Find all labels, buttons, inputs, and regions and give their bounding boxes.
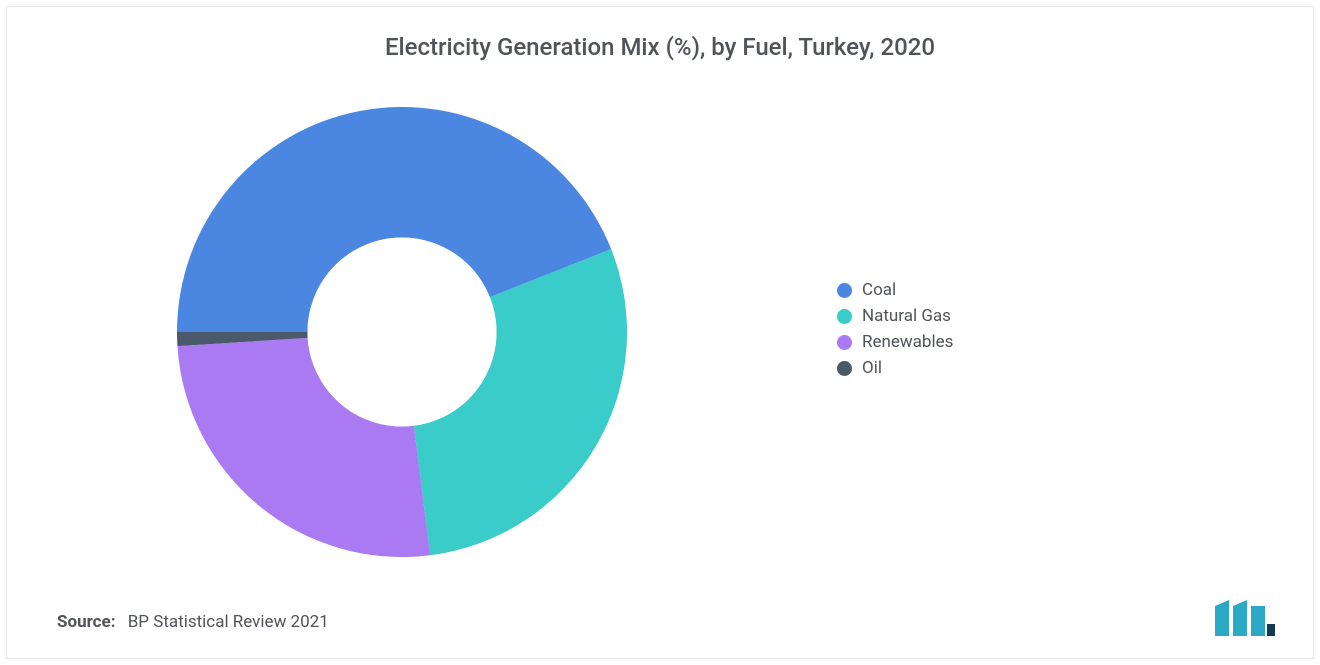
- source-line: Source: BP Statistical Review 2021: [57, 612, 329, 632]
- legend-dot-icon: [837, 361, 852, 376]
- legend-label: Natural Gas: [862, 306, 951, 326]
- donut-hole: [308, 238, 497, 427]
- donut-svg: [177, 107, 627, 557]
- legend-dot-icon: [837, 309, 852, 324]
- legend-item: Oil: [837, 355, 953, 381]
- source-text: BP Statistical Review 2021: [128, 612, 329, 632]
- legend-item: Coal: [837, 277, 953, 303]
- legend: Coal Natural Gas Renewables Oil: [837, 277, 953, 381]
- donut-chart: [177, 107, 627, 557]
- legend-label: Renewables: [862, 332, 953, 352]
- legend-item: Renewables: [837, 329, 953, 355]
- source-label: Source:: [57, 612, 115, 632]
- chart-frame: Electricity Generation Mix (%), by Fuel,…: [6, 6, 1314, 659]
- brand-logo: [1213, 596, 1277, 636]
- legend-dot-icon: [837, 283, 852, 298]
- legend-label: Coal: [862, 280, 896, 300]
- legend-item: Natural Gas: [837, 303, 953, 329]
- legend-dot-icon: [837, 335, 852, 350]
- legend-label: Oil: [862, 358, 882, 378]
- chart-title: Electricity Generation Mix (%), by Fuel,…: [7, 33, 1313, 61]
